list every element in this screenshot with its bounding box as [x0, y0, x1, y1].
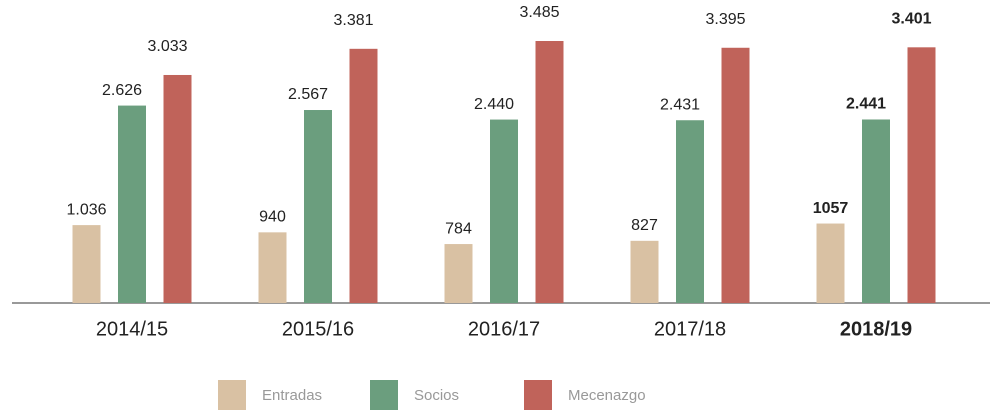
legend-swatch [218, 380, 246, 410]
x-tick-label: 2014/15 [96, 318, 168, 340]
value-label: 3.401 [891, 11, 931, 28]
x-tick-label: 2017/18 [654, 318, 726, 340]
value-label: 2.440 [474, 96, 514, 113]
value-label: 3.381 [333, 12, 373, 29]
value-label: 2.431 [660, 96, 700, 113]
value-label: 784 [445, 220, 472, 237]
bar [862, 119, 890, 303]
bar [72, 225, 101, 303]
x-tick-label: 2016/17 [468, 318, 540, 340]
x-tick-label: 2018/19 [840, 318, 912, 340]
bar [258, 232, 287, 303]
value-label: 827 [631, 217, 658, 234]
value-label: 940 [259, 209, 286, 226]
value-label: 1.036 [66, 201, 106, 218]
legend-label: Mecenazgo [568, 387, 646, 404]
legend-label: Socios [414, 387, 459, 404]
legend-swatch [524, 380, 552, 410]
bar [349, 48, 378, 304]
bar [630, 240, 659, 303]
value-label: 2.441 [846, 96, 886, 113]
value-label: 3.485 [519, 4, 559, 21]
value-label: 3.033 [147, 38, 187, 55]
bar [816, 223, 845, 303]
bar [118, 105, 146, 303]
value-label: 2.567 [288, 86, 328, 103]
bar [304, 110, 332, 303]
value-label: 2.626 [102, 82, 142, 99]
bar [444, 244, 473, 303]
value-label: 3.395 [705, 11, 745, 28]
value-label: 1057 [813, 200, 849, 217]
x-tick-label: 2015/16 [282, 318, 354, 340]
bar [535, 41, 564, 303]
legend-swatch [370, 380, 398, 410]
bar [163, 74, 192, 303]
bar [676, 120, 704, 304]
bar [490, 119, 518, 303]
bar [721, 47, 750, 303]
bar [907, 47, 936, 303]
legend-label: Entradas [262, 387, 322, 404]
